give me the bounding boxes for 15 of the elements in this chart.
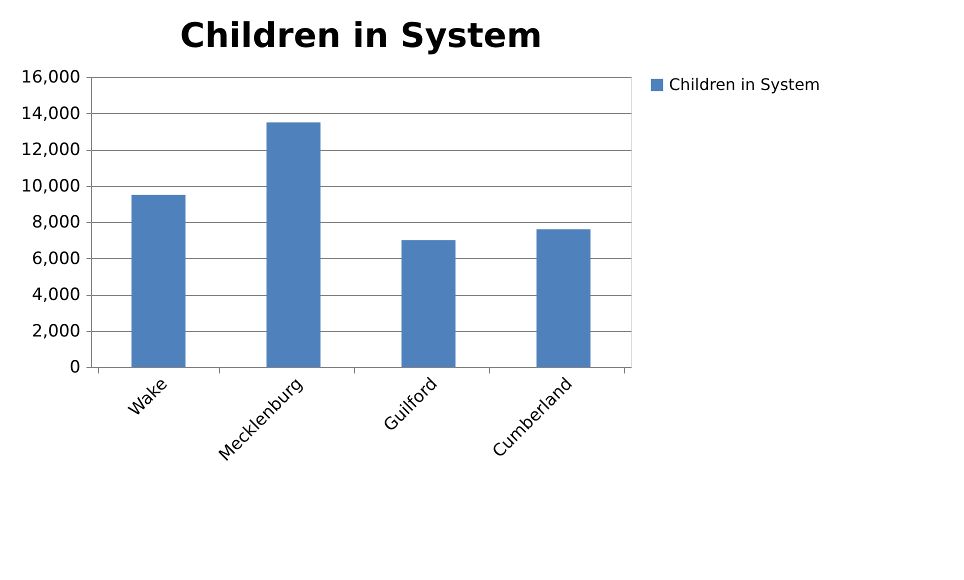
bar (132, 194, 186, 367)
y-tick-label: 4,000 (32, 285, 80, 305)
bar (536, 229, 590, 367)
bar (266, 122, 320, 367)
y-tick-label: 6,000 (32, 248, 80, 269)
y-tick-label: 10,000 (21, 176, 80, 196)
y-tick-label: 14,000 (21, 104, 80, 124)
y-tick-label: 2,000 (32, 321, 80, 342)
y-tick-label: 16,000 (21, 68, 80, 88)
y-tick-label: 12,000 (21, 140, 80, 160)
bar (402, 240, 456, 367)
y-tick-label: 0 (70, 358, 80, 378)
legend-label: Children in System (669, 75, 820, 94)
y-tick-label: 8,000 (32, 212, 80, 232)
chart-title: Children in System (180, 16, 542, 56)
